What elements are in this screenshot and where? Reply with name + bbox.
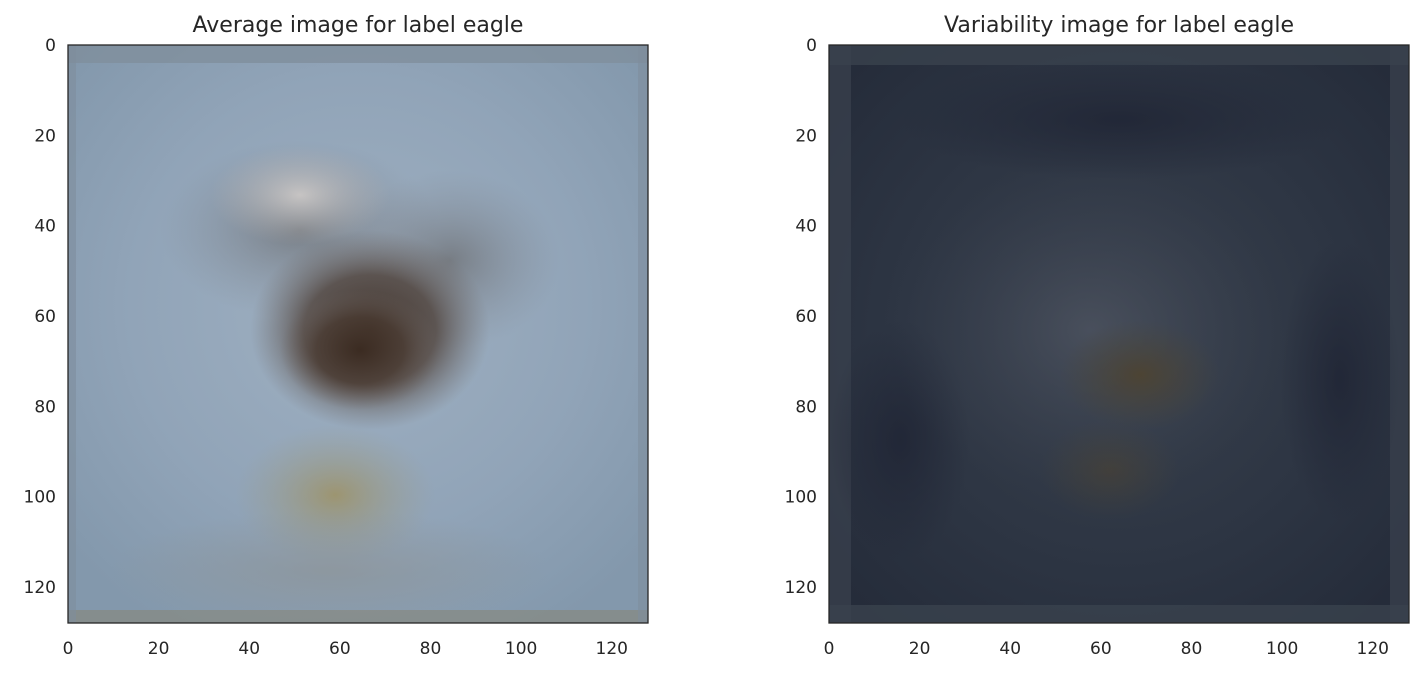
variability-x-tick-label: 100 [1266,639,1298,659]
variability-y-tick-label: 120 [785,578,817,598]
average-axes-frame [67,44,649,624]
variability-tick-labels: 0 20 40 60 80 100 120 0 20 40 60 80 100 120 [785,36,1389,659]
variability-x-tick-label: 120 [1357,639,1389,659]
average-y-tick-label: 20 [34,126,56,146]
average-y-tick-label: 80 [34,397,56,417]
chart-title-average: Average image for label eagle [193,13,524,38]
variability-axes-frame [828,44,1410,624]
variability-y-tick-label: 40 [795,217,817,237]
variability-image [829,45,1409,623]
variability-x-tick-label: 80 [1181,639,1203,659]
average-x-tick-label: 120 [596,639,628,659]
variability-y-tick-label: 100 [785,488,817,508]
average-y-tick-label: 120 [24,578,56,598]
average-image [68,45,648,623]
average-tick-labels: 0 20 40 60 80 100 120 0 20 40 60 80 100 120 [24,36,628,659]
average-x-tick-label: 80 [420,639,442,659]
variability-y-tick-label: 0 [806,36,817,56]
variability-x-tick-label: 0 [824,639,835,659]
average-x-tick-label: 20 [148,639,170,659]
average-y-tick-label: 100 [24,488,56,508]
average-y-tick-label: 40 [34,217,56,237]
variability-y-tick-label: 20 [795,126,817,146]
variability-x-tick-label: 60 [1090,639,1112,659]
variability-y-tick-label: 60 [795,307,817,327]
average-x-tick-label: 100 [505,639,537,659]
average-x-tick-label: 0 [63,639,74,659]
average-x-tick-label: 60 [329,639,351,659]
average-y-tick-label: 0 [45,36,56,56]
average-x-tick-label: 40 [238,639,260,659]
variability-x-tick-label: 20 [909,639,931,659]
variability-x-tick-label: 40 [999,639,1021,659]
variability-y-tick-label: 80 [795,397,817,417]
chart-title-variability: Variability image for label eagle [944,13,1294,38]
average-y-tick-label: 60 [34,307,56,327]
